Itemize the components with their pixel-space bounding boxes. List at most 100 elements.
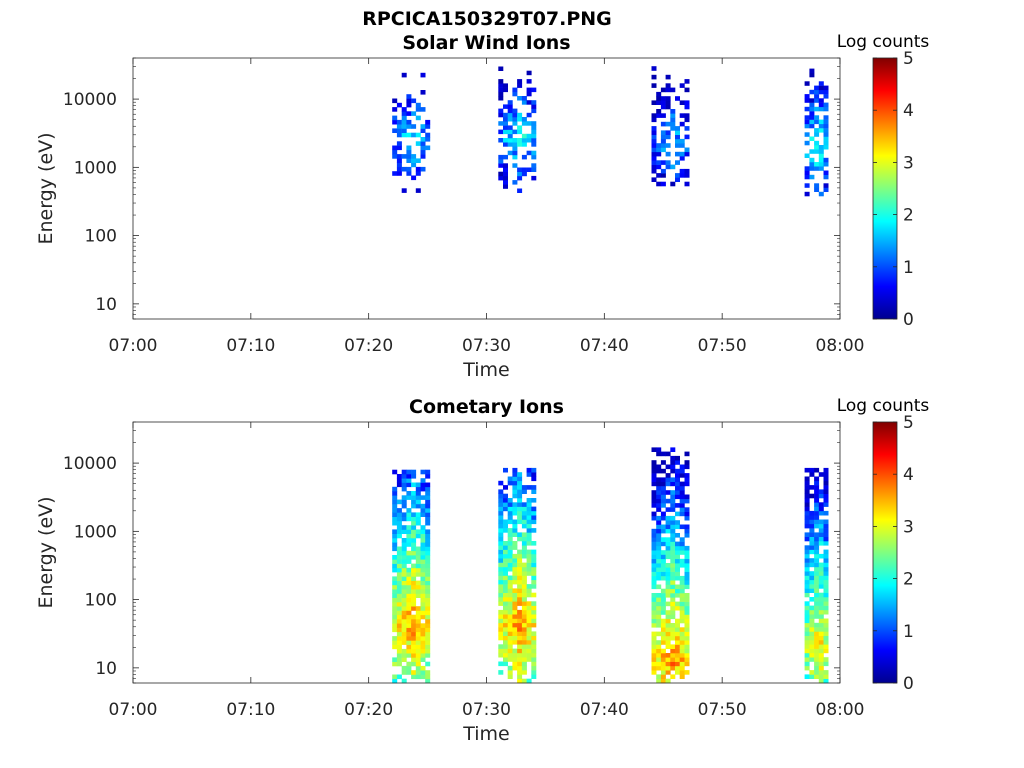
heatmap-cell <box>809 528 815 533</box>
heatmap-cell <box>804 579 810 585</box>
heatmap-cell <box>521 605 527 611</box>
heatmap-cell <box>651 156 657 161</box>
heatmap-cell <box>392 503 398 509</box>
heatmap-cell <box>814 149 820 154</box>
heatmap-cell <box>651 147 657 153</box>
heatmap-cell <box>823 657 829 662</box>
heatmap-cell <box>660 121 666 127</box>
heatmap-cell <box>498 121 504 126</box>
heatmap-cell <box>401 640 407 645</box>
heatmap-cell <box>498 575 504 581</box>
heatmap-cell <box>679 151 685 157</box>
heatmap-cell <box>814 648 820 654</box>
heatmap-cell <box>521 618 527 624</box>
heatmap-cell <box>396 512 402 517</box>
heatmap-cell <box>425 580 431 586</box>
heatmap-cell <box>684 580 690 585</box>
heatmap-cell <box>498 129 504 135</box>
heatmap-cell <box>651 550 657 555</box>
heatmap-cell <box>420 145 426 151</box>
heatmap-cell <box>521 661 527 667</box>
heatmap-cell <box>392 555 398 560</box>
heatmap-cell <box>670 490 676 495</box>
heatmap-cell <box>415 102 421 108</box>
y-tick-label: 10 <box>95 295 117 315</box>
heatmap-cell <box>670 631 676 637</box>
heatmap-cell <box>809 609 815 615</box>
heatmap-cell <box>396 674 402 680</box>
colorbar-label: Log counts <box>837 32 930 52</box>
heatmap-cell <box>531 622 537 628</box>
heatmap-cell <box>507 670 513 675</box>
heatmap-cell <box>804 635 810 641</box>
heatmap-cell <box>415 529 421 534</box>
heatmap-cell <box>526 601 532 606</box>
heatmap-cell <box>411 661 417 667</box>
heatmap-cell <box>521 648 527 654</box>
heatmap-cell <box>411 550 417 556</box>
heatmap-cell <box>684 605 690 611</box>
heatmap-cell <box>503 142 508 147</box>
heatmap-cell <box>406 636 412 641</box>
heatmap-cell <box>814 661 820 667</box>
heatmap-cell <box>521 523 527 529</box>
heatmap-cell <box>656 490 662 495</box>
heatmap-cell <box>814 579 820 585</box>
heatmap-cell <box>814 605 820 611</box>
heatmap-cell <box>670 584 676 590</box>
heatmap-cell <box>665 640 671 645</box>
heatmap-cell <box>503 652 508 658</box>
heatmap-cell <box>507 605 513 611</box>
heatmap-cell <box>531 640 537 645</box>
heatmap-cell <box>823 476 829 482</box>
heatmap-cell <box>660 173 666 178</box>
heatmap-cell <box>651 593 657 598</box>
heatmap-cell <box>507 545 513 550</box>
heatmap-cell <box>401 631 407 637</box>
heatmap-cell <box>406 158 412 163</box>
heatmap-cell <box>651 567 657 572</box>
heatmap-cell <box>396 478 402 483</box>
heatmap-cell <box>809 635 815 641</box>
heatmap-cell <box>531 108 537 114</box>
heatmap-cell <box>823 549 829 555</box>
heatmap-cell <box>415 657 421 662</box>
heatmap-cell <box>818 489 824 494</box>
heatmap-cell <box>401 670 407 675</box>
heatmap-cell <box>665 87 671 93</box>
heatmap-cell <box>818 601 824 606</box>
heatmap-cell <box>415 546 421 552</box>
heatmap-cell <box>392 601 398 607</box>
heatmap-cell <box>684 571 690 577</box>
heatmap-cell <box>401 614 407 620</box>
heatmap-cell <box>651 503 657 508</box>
colorbar-tick-label: 5 <box>903 413 914 433</box>
heatmap-cell <box>507 597 513 602</box>
heatmap-cell <box>656 537 662 542</box>
heatmap-cell <box>415 503 421 509</box>
heatmap-cell <box>818 523 824 529</box>
heatmap-cell <box>656 151 662 157</box>
heatmap-cell <box>526 605 532 611</box>
heatmap-cell <box>823 493 829 499</box>
heatmap-cell <box>660 563 666 568</box>
heatmap-cell <box>392 149 398 155</box>
heatmap-cell <box>425 584 431 590</box>
heatmap-cell <box>401 665 407 671</box>
heatmap-cell <box>804 467 810 473</box>
heatmap-cell <box>651 563 657 568</box>
x-axis-label: Time <box>462 359 510 381</box>
heatmap-cell <box>401 636 407 641</box>
heatmap-cell <box>498 601 504 606</box>
heatmap-cell <box>503 592 508 598</box>
heatmap-cell <box>503 605 508 611</box>
heatmap-cell <box>656 623 662 628</box>
heatmap-cell <box>660 490 666 495</box>
heatmap-cell <box>823 115 829 120</box>
heatmap-cell <box>651 460 657 465</box>
heatmap-cell <box>818 635 824 641</box>
heatmap-cell <box>814 562 820 568</box>
heatmap-cell <box>503 175 508 181</box>
heatmap-cell <box>517 614 523 619</box>
heatmap-cell <box>804 115 810 120</box>
